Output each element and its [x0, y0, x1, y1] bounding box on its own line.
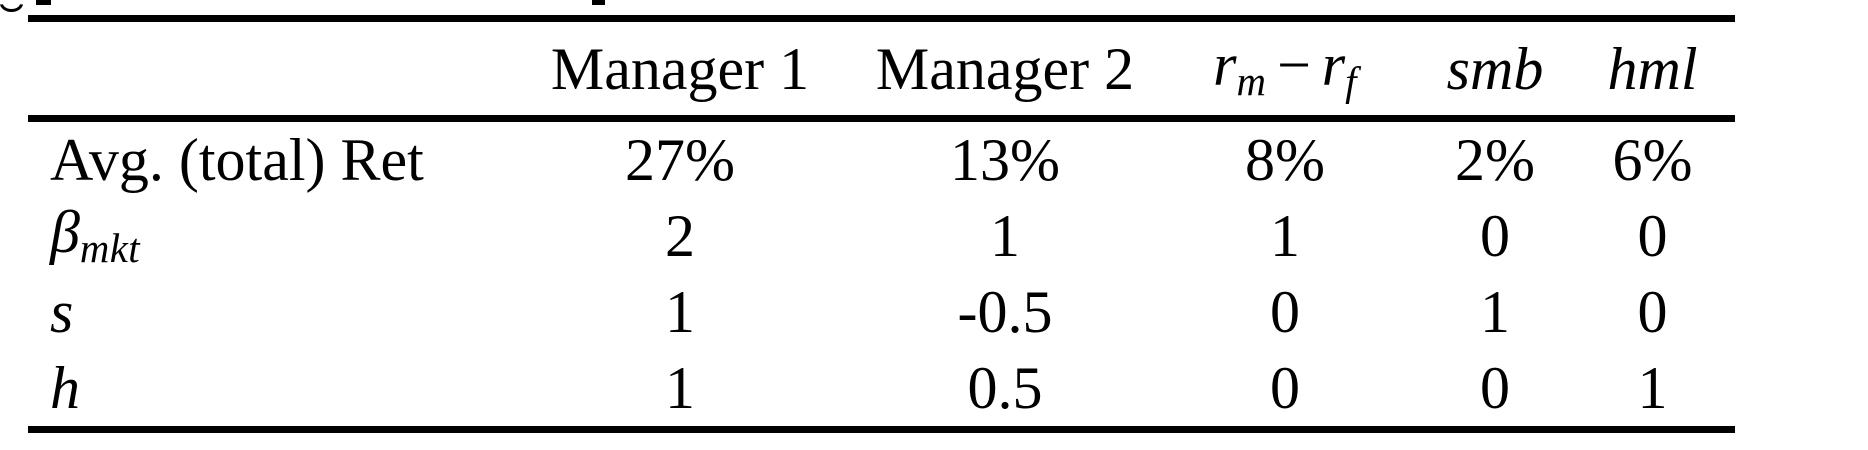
cropped-text-fragment-3: [592, 0, 605, 5]
row-label-h: h: [50, 355, 80, 421]
math-r-base-2: r: [1321, 31, 1346, 98]
cell-h-manager-2: 0.5: [967, 355, 1043, 421]
cell-beta-smb: 0: [1480, 203, 1510, 269]
cell-avg-ret-hml: 6%: [1612, 127, 1693, 193]
row-label-s: s: [50, 279, 74, 345]
cell-avg-ret-market: 8%: [1245, 127, 1325, 193]
cell-h-smb: 0: [1480, 355, 1510, 421]
table-header-row: Manager 1 Manager 2 rm − rf smb hml: [28, 19, 1735, 119]
row-s-loading: s 1 -0.5 0 1 0: [28, 274, 1735, 350]
row-label-beta-mkt: βmkt: [28, 198, 500, 274]
cropped-text-fragment-2: [36, 0, 51, 5]
row-h-loading: h 1 0.5 0 0 1: [28, 350, 1735, 430]
cell-s-smb: 1: [1480, 279, 1510, 345]
math-sub-mkt: mkt: [79, 226, 141, 272]
math-beta: β: [50, 199, 80, 265]
row-avg-total-ret: Avg. (total) Ret 27% 13% 8% 2% 6%: [28, 119, 1735, 199]
cell-s-hml: 0: [1637, 279, 1668, 345]
cell-h-manager-1: 1: [665, 355, 695, 421]
cell-s-market: 0: [1270, 279, 1300, 345]
header-manager-1: Manager 1: [550, 35, 810, 102]
cell-beta-manager-1: 2: [665, 203, 695, 269]
header-empty-cell: [28, 19, 500, 119]
math-sub-f: f: [1345, 58, 1357, 104]
cell-s-manager-1: 1: [665, 279, 695, 345]
cropped-text-fragment-1: [0, 4, 23, 12]
factor-returns-table: Manager 1 Manager 2 rm − rf smb hml Avg. (…: [28, 15, 1735, 433]
cell-s-manager-2: -0.5: [957, 279, 1053, 345]
minus-operator: −: [1277, 31, 1311, 98]
header-hml: hml: [1607, 35, 1698, 102]
header-manager-2: Manager 2: [875, 35, 1135, 102]
cell-beta-market: 1: [1270, 203, 1300, 269]
header-market-excess-return: rm − rf: [1150, 19, 1420, 119]
cell-avg-ret-smb: 2%: [1455, 127, 1535, 193]
cell-h-market: 0: [1270, 355, 1300, 421]
row-beta-mkt: βmkt 2 1 1 0 0: [28, 198, 1735, 274]
cell-h-hml: 1: [1637, 355, 1668, 421]
cell-beta-manager-2: 1: [990, 203, 1020, 269]
header-smb: smb: [1446, 35, 1544, 102]
cell-beta-hml: 0: [1637, 203, 1668, 269]
row-label-avg-total-ret: Avg. (total) Ret: [50, 127, 424, 193]
cell-avg-ret-manager-2: 13%: [950, 127, 1060, 193]
math-r-base-1: r: [1213, 31, 1237, 98]
math-sub-m: m: [1236, 58, 1267, 104]
cell-avg-ret-manager-1: 27%: [625, 127, 735, 193]
